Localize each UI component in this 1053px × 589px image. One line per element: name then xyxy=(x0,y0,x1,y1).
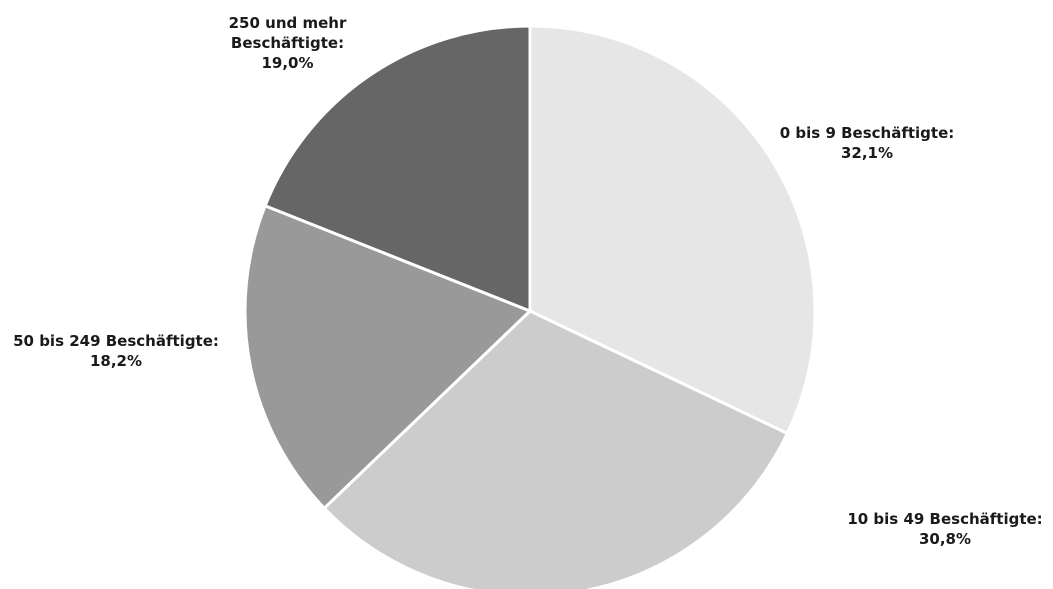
data-label-0-9: 0 bis 9 Beschäftigte: 32,1% xyxy=(779,124,955,162)
data-label-10-49: 10 bis 49 Beschäftigte: 30,8% xyxy=(847,510,1043,548)
pie-slice-10-49 xyxy=(322,309,790,589)
data-label-50-249: 50 bis 249 Beschäftigte: 18,2% xyxy=(13,332,219,370)
pie-slice-250-plus xyxy=(263,24,532,314)
data-label-250-plus: 250 und mehr Beschäftigte: 19,0% xyxy=(228,14,347,72)
pie-slice-0-9 xyxy=(528,24,817,436)
pie-slice-50-249 xyxy=(243,203,533,511)
